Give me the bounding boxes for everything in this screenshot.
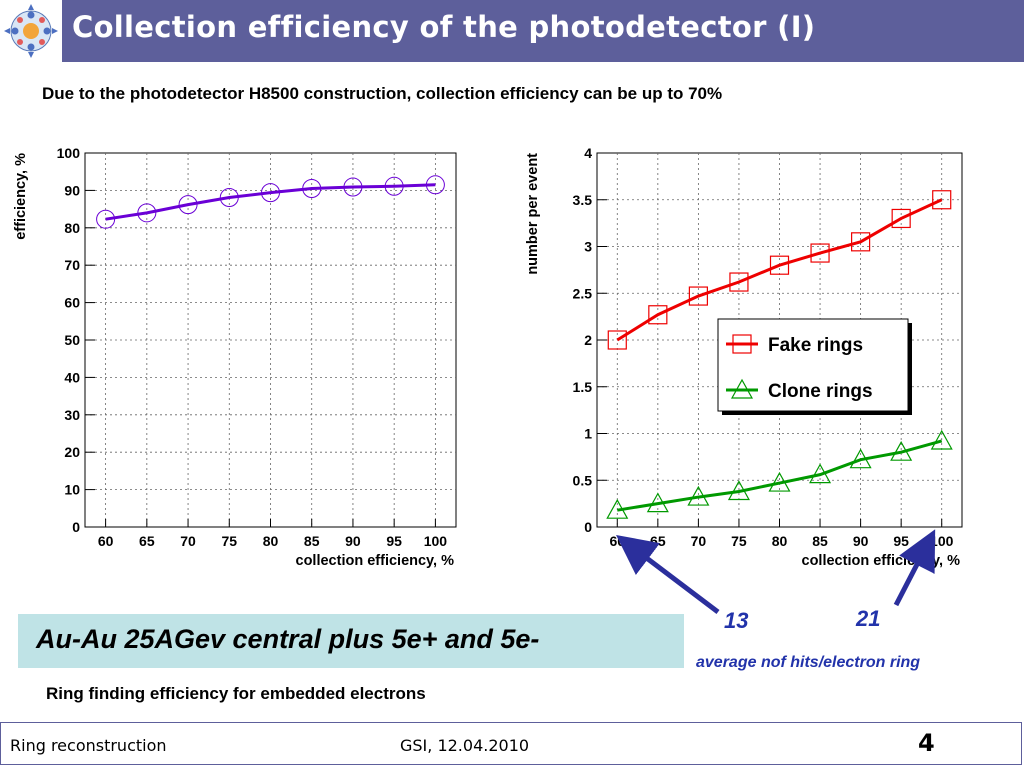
y-tick-label: 1 — [584, 426, 592, 442]
annotation-arrows — [616, 529, 936, 614]
x-tick-label: 70 — [691, 533, 707, 549]
rings-per-event-chart: 60 65 70 75 80 85 90 95 10000.511.522.533.54coll… — [525, 145, 963, 569]
data-point — [769, 255, 790, 275]
legend-marker — [730, 378, 754, 399]
data-point — [261, 183, 280, 203]
data-point — [687, 485, 710, 506]
data-point — [606, 498, 629, 519]
data-point — [425, 175, 445, 195]
y-tick-label: 30 — [64, 407, 80, 423]
data-point — [727, 480, 750, 501]
y-tick-label: 70 — [64, 257, 80, 273]
data-point — [930, 429, 953, 450]
data-point — [648, 305, 668, 325]
data-point — [302, 179, 322, 199]
y-tick-label: 90 — [64, 182, 80, 198]
slide-subtitle: Due to the photodetector H8500 construct… — [42, 84, 723, 103]
hits-count-21: 21 — [856, 606, 881, 631]
data-point — [178, 195, 198, 215]
data-point — [810, 243, 830, 263]
y-tick-label: 50 — [64, 332, 80, 348]
x-tick-label: 75 — [731, 533, 747, 549]
footer-date: GSI, 12.04.2010 — [400, 736, 530, 755]
x-tick-label: 85 — [812, 533, 828, 549]
x-tick-label: 85 — [304, 533, 320, 549]
x-tick-label: 100 — [930, 533, 954, 549]
data-point — [688, 286, 708, 306]
arrow-to-100 — [893, 529, 936, 607]
legend-label: Clone rings — [768, 381, 873, 402]
x-tick-label: 90 — [853, 533, 869, 549]
title-bar — [62, 0, 1024, 62]
data-point — [891, 208, 911, 229]
data-point — [384, 176, 404, 196]
y-tick-label: 1.5 — [573, 379, 593, 395]
footer-bar — [0, 722, 1022, 765]
data-point — [890, 440, 913, 461]
hits-count-13: 13 — [724, 608, 749, 633]
data-point — [729, 272, 749, 292]
y-tick-label: 60 — [64, 295, 80, 311]
logo-icon — [4, 4, 58, 58]
efficiency-chart: 60 65 70 75 80 85 90 95 100 0 10 20 30 40 50 60 70 80 90 10… — [13, 145, 457, 569]
page-number: 4 — [918, 729, 935, 757]
x-tick-label: 80 — [772, 533, 788, 549]
y-tick-label: 0 — [584, 519, 592, 535]
data-point — [646, 492, 669, 513]
x-tick-label: 90 — [345, 533, 361, 549]
x-tick-label: 70 — [180, 533, 196, 549]
data-point — [809, 463, 832, 484]
data-point — [932, 190, 952, 210]
data-point — [607, 330, 627, 350]
hits-note: average nof hits/electron ring — [696, 654, 921, 671]
x-tick-label: 60 — [98, 533, 114, 549]
arrow-to-60 — [616, 534, 720, 614]
data-point — [849, 448, 872, 469]
bottom-caption: Ring finding efficiency for embedded ele… — [46, 684, 426, 703]
y-tick-label: 0.5 — [573, 472, 593, 488]
y-tick-label: 80 — [64, 220, 80, 236]
footer-section: Ring reconstruction — [10, 736, 167, 755]
y-axis-label: number per event — [525, 153, 541, 275]
data-point — [137, 203, 157, 223]
data-point — [219, 188, 239, 208]
y-tick-label: 4 — [584, 145, 592, 161]
dataset-banner — [18, 614, 684, 668]
legend-label: Fake rings — [768, 335, 863, 356]
x-tick-label: 100 — [424, 533, 448, 549]
y-tick-label: 100 — [57, 145, 81, 161]
y-axis-label: efficiency, % — [13, 153, 29, 240]
legend-marker — [732, 334, 752, 354]
y-tick-label: 3 — [584, 239, 592, 255]
y-tick-label: 3.5 — [573, 192, 593, 208]
y-tick-label: 0 — [72, 519, 80, 535]
y-tick-label: 2 — [584, 332, 592, 348]
series-line-0 — [105, 183, 436, 221]
y-tick-label: 10 — [64, 482, 80, 498]
series-line-0 — [616, 198, 943, 342]
y-tick-label: 2.5 — [573, 285, 593, 301]
x-tick-label: 80 — [263, 533, 279, 549]
data-point — [343, 177, 363, 197]
x-axis-label: collection efficiency, % — [296, 553, 455, 569]
data-point — [96, 209, 116, 229]
x-tick-label: 95 — [386, 533, 402, 549]
slide-title: Collection efficiency of the photodetect… — [72, 10, 816, 44]
x-tick-label: 75 — [221, 533, 237, 549]
legend-box — [717, 318, 909, 412]
data-point — [768, 471, 791, 492]
dataset-banner-text: Au-Au 25AGev central plus 5e+ and 5e- — [36, 624, 540, 654]
y-tick-label: 20 — [64, 444, 80, 460]
data-point — [851, 232, 871, 252]
y-tick-label: 40 — [64, 369, 80, 385]
x-tick-label: 65 — [139, 533, 155, 549]
series-line-1 — [617, 439, 943, 512]
